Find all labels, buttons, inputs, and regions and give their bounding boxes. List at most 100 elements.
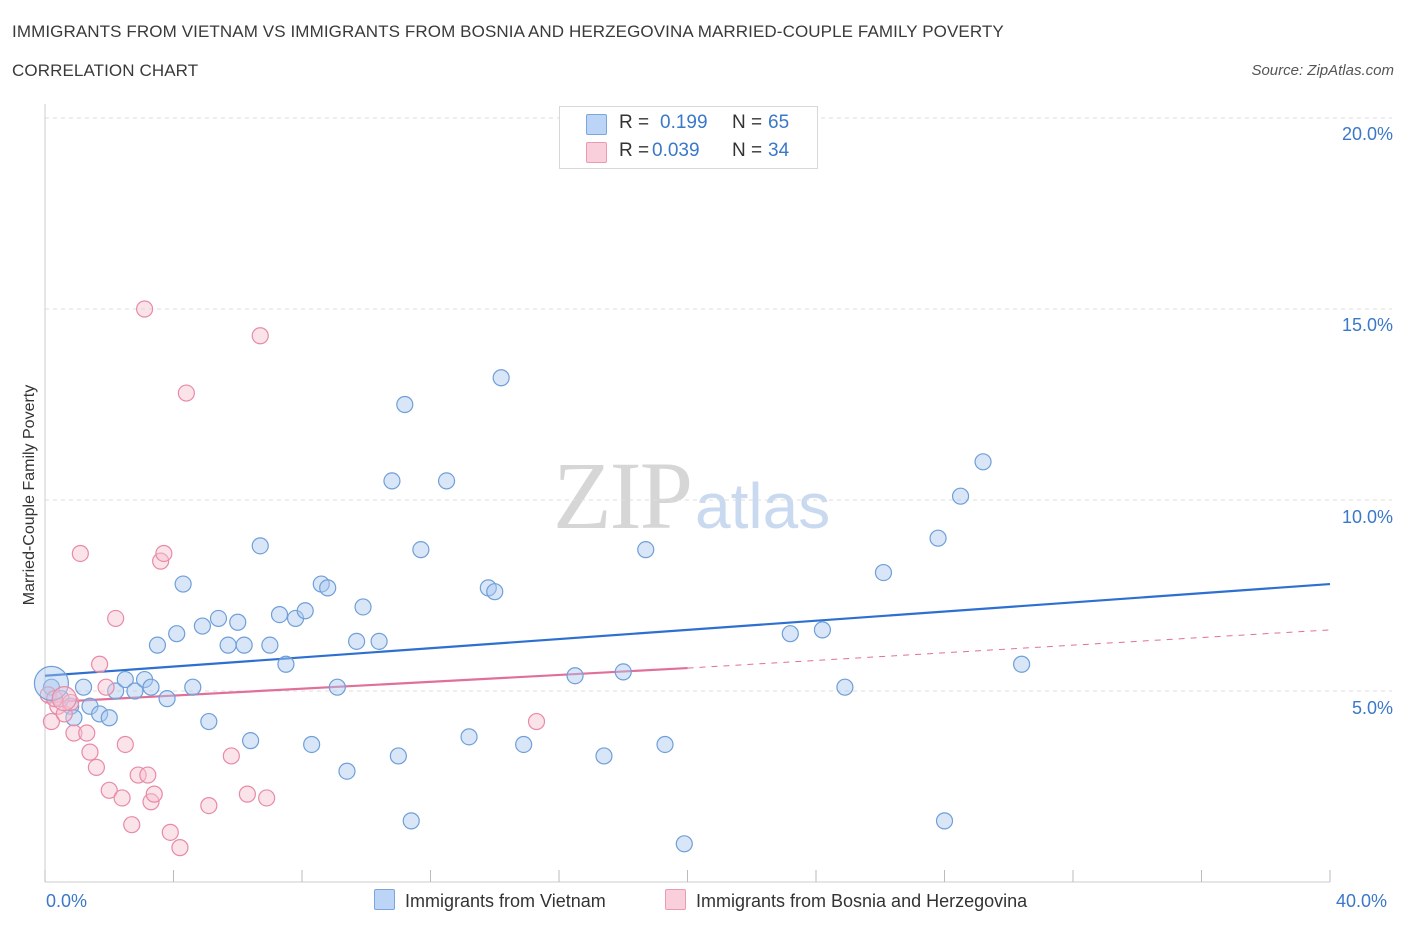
point-vietnam-14 xyxy=(158,690,176,708)
point-bosnia-26 xyxy=(177,384,195,402)
point-vietnam-26 xyxy=(261,636,279,654)
legend-swatch-vietnam xyxy=(586,114,607,135)
point-vietnam-57 xyxy=(813,621,832,639)
y-axis-label: Married-Couple Family Poverty xyxy=(21,384,38,606)
point-bosnia-25 xyxy=(171,839,189,857)
point-vietnam-59 xyxy=(874,563,893,582)
series-swatch-bosnia xyxy=(665,889,686,910)
point-vietnam-44 xyxy=(437,472,456,490)
data-points xyxy=(33,300,1031,857)
point-vietnam-cluster xyxy=(33,665,70,701)
point-bosnia-13 xyxy=(107,609,125,628)
point-vietnam-36 xyxy=(348,632,366,650)
point-bosnia-1 xyxy=(42,712,61,731)
point-vietnam-21 xyxy=(219,636,237,654)
legend-n-label: N = xyxy=(732,112,763,133)
point-vietnam-63 xyxy=(1012,655,1031,673)
legend-n-value-bosnia: 34 xyxy=(768,140,790,161)
point-bosnia-7 xyxy=(78,724,96,742)
point-bosnia-21 xyxy=(145,785,163,803)
point-bosnia-15 xyxy=(116,735,134,754)
point-vietnam-12 xyxy=(142,678,160,696)
point-bosnia-9 xyxy=(87,758,106,777)
point-bosnia-4 xyxy=(62,693,80,712)
point-bosnia-10 xyxy=(91,655,109,673)
point-vietnam-31 xyxy=(303,735,321,754)
point-vietnam-10 xyxy=(126,682,144,700)
point-bosnia-12 xyxy=(100,781,118,799)
point-vietnam-4 xyxy=(74,678,93,696)
point-vietnam-47 xyxy=(486,583,504,601)
point-vietnam-24 xyxy=(242,732,260,750)
point-vietnam-58 xyxy=(836,678,854,696)
point-vietnam-22 xyxy=(229,613,247,631)
point-bosnia-29 xyxy=(238,785,256,803)
legend-n-value-vietnam: 65 xyxy=(768,112,790,133)
gridlines xyxy=(45,117,1392,692)
point-vietnam-64 xyxy=(935,812,954,830)
point-vietnam-35 xyxy=(338,762,356,780)
y-tick-10: 10.0% xyxy=(1341,507,1393,527)
point-vietnam-20 xyxy=(209,609,228,628)
point-bosnia-14 xyxy=(113,789,131,807)
point-vietnam-37 xyxy=(354,598,372,616)
point-bosnia-32 xyxy=(527,712,546,731)
point-vietnam-61 xyxy=(951,487,970,505)
point-bosnia-28 xyxy=(222,747,240,765)
stats-legend: R = 0.199 N = 65 R = 0.039 N = 34 xyxy=(559,106,818,169)
point-vietnam-6 xyxy=(91,705,109,723)
point-vietnam-48 xyxy=(492,369,510,387)
point-bosnia-19 xyxy=(139,766,157,784)
point-bosnia-31 xyxy=(258,789,276,807)
point-vietnam-15 xyxy=(168,625,186,643)
point-vietnam-55 xyxy=(675,835,693,853)
series-label-vietnam: Immigrants from Vietnam xyxy=(405,891,606,911)
source-label: Source: ZipAtlas.com xyxy=(1251,62,1394,79)
x-tick-max: 40.0% xyxy=(1336,891,1388,911)
point-vietnam-13 xyxy=(148,636,167,654)
point-vietnam-16 xyxy=(174,575,192,593)
point-vietnam-43 xyxy=(402,812,420,830)
point-bosnia-8 xyxy=(81,743,99,761)
point-vietnam-38 xyxy=(370,632,388,650)
legend-r-value-vietnam: 0.199 xyxy=(660,112,708,133)
point-vietnam-17 xyxy=(184,678,202,696)
series-swatch-vietnam xyxy=(374,889,395,910)
point-vietnam-54 xyxy=(656,735,674,754)
point-bosnia-18 xyxy=(135,300,154,318)
point-vietnam-7 xyxy=(100,709,118,727)
legend-r-label: R = xyxy=(619,140,650,161)
point-bosnia-6 xyxy=(71,544,89,563)
series-label-bosnia: Immigrants from Bosnia and Herzegovina xyxy=(696,891,1028,911)
legend-swatch-bosnia xyxy=(586,142,607,163)
point-bosnia-5 xyxy=(65,724,83,742)
trend-line-bosnia xyxy=(44,666,688,704)
y-tick-20: 20.0% xyxy=(1341,124,1393,144)
series-legend-vietnam: Immigrants from Vietnam xyxy=(374,889,606,912)
point-vietnam-53 xyxy=(637,541,655,559)
legend-r-label: R = xyxy=(619,112,650,133)
point-vietnam-39 xyxy=(383,472,401,490)
point-bosnia-11 xyxy=(97,678,115,696)
point-vietnam-23 xyxy=(235,636,253,654)
point-vietnam-49 xyxy=(515,735,533,754)
point-vietnam-41 xyxy=(396,395,414,414)
y-tick-15: 15.0% xyxy=(1341,315,1393,335)
chart-title-line-2: CORRELATION CHART xyxy=(12,61,199,80)
point-vietnam-27 xyxy=(270,605,289,624)
point-bosnia-cluster xyxy=(51,686,77,712)
point-vietnam-50 xyxy=(566,667,584,685)
point-vietnam-19 xyxy=(200,712,218,731)
point-vietnam-52 xyxy=(614,663,632,681)
trend-line-vietnam xyxy=(44,582,1331,677)
point-vietnam-33 xyxy=(319,579,337,597)
point-vietnam-25 xyxy=(251,537,269,555)
point-vietnam-40 xyxy=(389,747,407,765)
trend-lines xyxy=(44,582,1331,704)
point-vietnam-45 xyxy=(460,728,478,746)
series-legend-bosnia: Immigrants from Bosnia and Herzegovina xyxy=(665,889,1027,912)
watermark-zip: ZIP xyxy=(553,442,693,549)
watermark: ZIPatlas xyxy=(553,440,830,551)
x-tick-min: 0.0% xyxy=(46,891,88,911)
